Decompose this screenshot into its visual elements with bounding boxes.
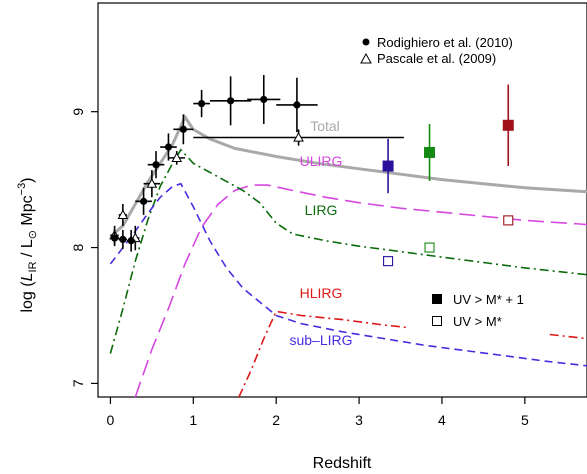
y-tick-label: 7 — [70, 379, 86, 387]
y-axis-label-open: log ( — [19, 281, 36, 313]
sublirg-curve-label: sub–LIRG — [289, 332, 352, 348]
ulirg-curve-label: ULIRG — [300, 153, 343, 169]
x-tick-label: 3 — [355, 412, 363, 428]
legend-rodighiero-label: Rodighiero et al. (2010) — [377, 35, 513, 50]
pascale-triangle — [171, 152, 183, 162]
x-tick-label: 0 — [107, 412, 115, 428]
model-curves — [109, 114, 587, 397]
rodighiero-dot — [119, 235, 127, 243]
y-axis-label-exp: −3 — [16, 183, 28, 196]
y-axis-label-close: ) — [19, 177, 36, 182]
legend-uv-bright-label: UV > M* + 1 — [453, 292, 524, 307]
legend-pascale-marker — [360, 52, 372, 64]
rodighiero-dot — [127, 237, 135, 245]
lirg-curve-label: LIRG — [305, 202, 338, 218]
rodighiero-dot — [198, 99, 206, 108]
legend-literature: Rodighiero et al. (2010)Pascale et al. (… — [360, 35, 513, 66]
pascale-triangle — [146, 178, 158, 188]
uv-faint-points — [383, 215, 514, 267]
sublirg-curve — [109, 182, 587, 367]
uv-bright-square — [382, 160, 394, 172]
rodighiero-dot — [139, 197, 148, 205]
rodighiero-dot — [260, 95, 268, 104]
rodighiero-dot — [179, 125, 187, 133]
x-tick-label: 1 — [189, 412, 197, 428]
legend-rodighiero-marker — [362, 38, 370, 46]
legend-uv-bright-marker — [432, 294, 442, 304]
ulirg-curve — [134, 184, 587, 397]
rodighiero-dot — [152, 161, 160, 169]
uv-bright-square — [502, 119, 514, 131]
y-axis-label-mpc: Mpc — [19, 195, 36, 230]
uv-faint-square — [503, 215, 514, 226]
rodighiero-dot — [293, 101, 301, 109]
y-tick-label: 9 — [70, 108, 86, 116]
uv-faint-square — [383, 256, 394, 267]
y-tick-label: 8 — [70, 243, 86, 251]
y-axis-label-l-sun: / L — [19, 239, 36, 261]
uv-faint-square — [424, 242, 435, 253]
x-tick-label: 5 — [521, 412, 529, 428]
lirg-curve — [109, 148, 587, 354]
y-axis-label-l: L — [19, 272, 36, 281]
hlirg-curve — [238, 310, 409, 397]
legend-uv-faint-marker — [432, 316, 442, 326]
rodighiero-dot — [110, 234, 119, 242]
y-axis-label: log (LIR / L⊙ Mpc−3) — [16, 177, 39, 312]
total-curve — [109, 114, 587, 238]
x-tick-label: 4 — [438, 412, 446, 428]
rodighiero-points — [110, 75, 318, 252]
rodighiero-dot — [164, 143, 173, 151]
legend-uv-faint-label: UV > M* — [453, 314, 502, 329]
y-axis-label-ir-sub: IR — [27, 261, 39, 272]
uv-bright-square — [424, 146, 436, 158]
hlirg-curve — [549, 333, 587, 340]
rodighiero-dot — [227, 97, 235, 105]
pascale-triangle — [293, 131, 304, 142]
legend-uv: UV > M* + 1 UV > M* — [432, 292, 524, 329]
total-curve-label: Total — [310, 118, 340, 134]
pascale-points — [109, 129, 404, 251]
x-axis-label: Redshift — [313, 455, 372, 472]
hlirg-curve-label: HLIRG — [300, 285, 343, 301]
plot-frame — [97, 2, 587, 398]
pascale-triangle — [117, 209, 129, 220]
y-axis-label-sun-sub: ⊙ — [27, 230, 39, 239]
x-tick-label: 2 — [272, 412, 280, 428]
uv-bright-points — [382, 84, 514, 194]
legend-pascale-label: Pascale et al. (2009) — [377, 51, 496, 66]
